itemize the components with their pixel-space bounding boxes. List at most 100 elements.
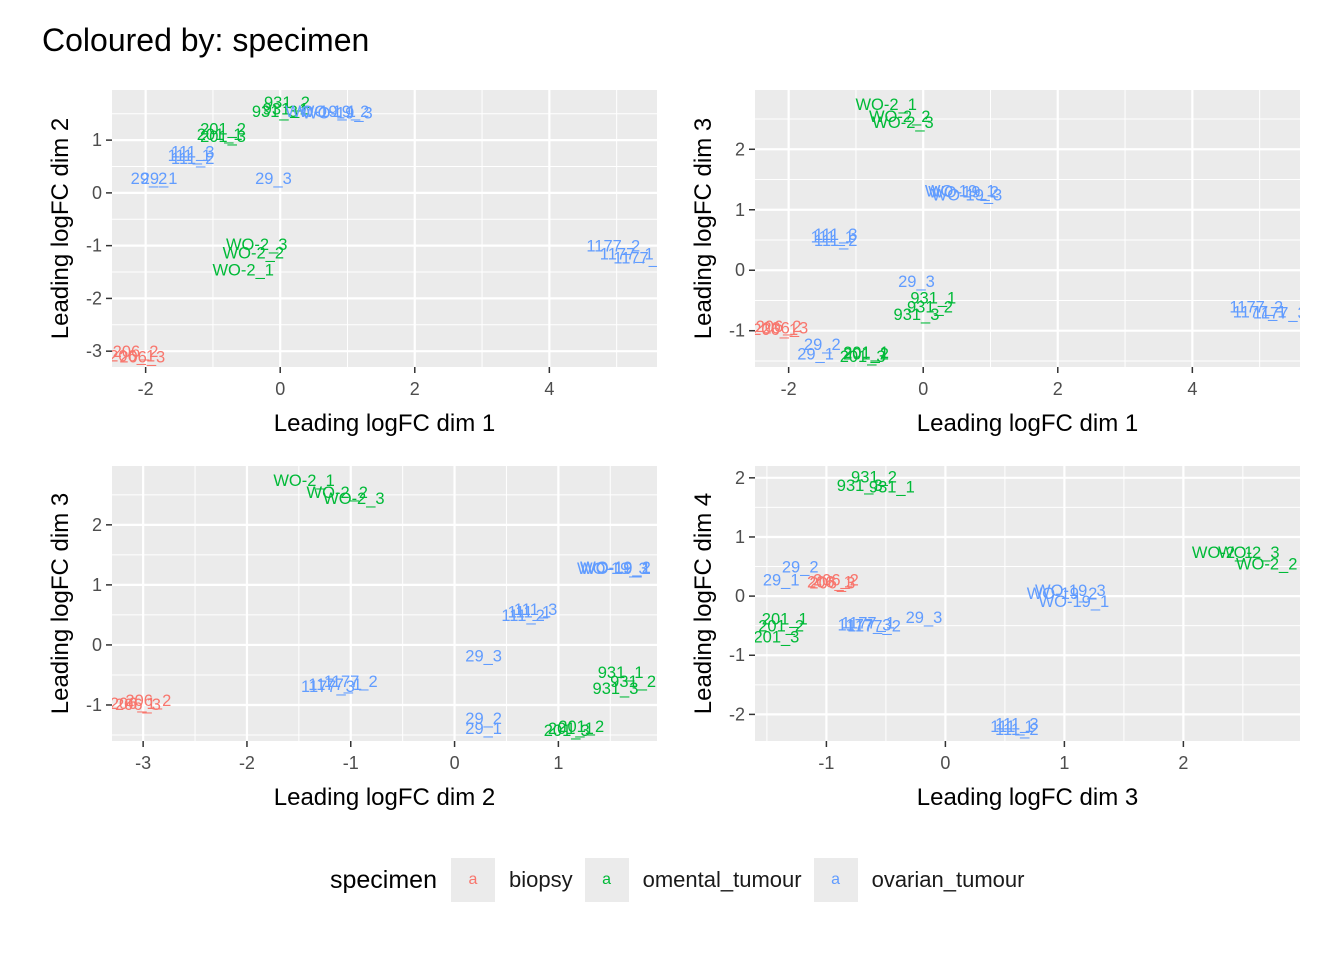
point-label-201_3: 201_3 (840, 348, 886, 366)
x-tick-label: 0 (450, 753, 460, 773)
point-label-1177_3: 1177_3 (838, 616, 892, 634)
panel-3: -3 -2 -1 0 1 -1 0 1 2 Leading logFC dim 2 Leading … (47, 466, 657, 811)
point-label-201_2: 201_2 (558, 718, 604, 736)
point-label-WO-19_3: WO-19_3 (577, 560, 648, 578)
point-label-206_3: 206_3 (119, 348, 165, 366)
point-label-206_3: 206_3 (809, 575, 855, 593)
x-tick-label: 0 (918, 379, 928, 399)
point-label-931_1: 931_1 (869, 479, 915, 497)
y-tick-label: -2 (86, 288, 102, 308)
point-label-29_1: 29_1 (141, 170, 178, 188)
point-label-1177_3: 1177_3 (613, 249, 667, 267)
point-label-931_2: 931_2 (907, 299, 953, 317)
x-tick-label: 4 (1187, 379, 1197, 399)
point-label-29_1: 29_1 (797, 346, 834, 364)
point-label-201_1: 201_1 (548, 720, 594, 738)
y-axis-title: Leading logFC dim 2 (47, 118, 74, 339)
point-label-WO-2_2: WO-2_2 (869, 108, 930, 126)
point-label-WO-19_3: WO-19_3 (932, 187, 1003, 205)
point-label-206_2: 206_2 (113, 343, 159, 361)
point-label-931_2: 931_2 (851, 469, 897, 487)
point-label-29_3: 29_3 (906, 609, 943, 627)
point-label-111_2: 111_2 (501, 607, 544, 625)
point-label-1177_1: 1177_1 (1233, 303, 1287, 321)
point-label-WO-2_1: WO-2_1 (1192, 544, 1253, 562)
point-label-29_2: 29_2 (465, 710, 502, 728)
point-label-931_3: 931_3 (593, 680, 639, 698)
x-tick-label: 0 (275, 379, 285, 399)
x-tick-label: 1 (1059, 753, 1069, 773)
legend-label-omental-tumour: omental_tumour (642, 867, 802, 892)
point-label-WO-19_1: WO-19_1 (285, 103, 356, 121)
x-tick-label: -1 (818, 753, 834, 773)
point-label-111_1: 111_1 (990, 718, 1033, 736)
point-label-WO-19_3: WO-19_3 (302, 105, 373, 123)
x-tick-label: 2 (1178, 753, 1188, 773)
point-label-206_3: 206_3 (115, 696, 161, 714)
point-label-WO-2_2: WO-2_2 (1236, 556, 1297, 574)
y-tick-label: 2 (92, 515, 102, 535)
x-tick-label: -1 (343, 753, 359, 773)
panel-background (755, 466, 1300, 741)
point-label-WO-2_1: WO-2_1 (855, 96, 916, 114)
point-label-931_2: 931_2 (610, 673, 656, 691)
point-label-29_2: 29_2 (804, 336, 841, 354)
y-tick-label: 0 (735, 260, 745, 280)
y-tick-label: -3 (86, 341, 102, 361)
y-tick-label: 1 (92, 130, 102, 150)
point-label-WO-2_2: WO-2_2 (307, 484, 368, 502)
point-label-201_3: 201_3 (200, 128, 246, 146)
point-label-111_2: 111_2 (814, 232, 857, 250)
point-label-WO-2_1: WO-2_1 (212, 261, 273, 279)
point-label-201_2: 201_2 (758, 618, 804, 636)
y-tick-label: 2 (735, 468, 745, 488)
point-label-201_2: 201_2 (200, 121, 246, 139)
panel-4: -1 0 1 2 -2 -1 0 1 2 Leading logFC dim 3 Leading l… (690, 466, 1300, 811)
point-label-111_2: 111_2 (995, 721, 1038, 739)
panel-2: -2 0 2 4 -1 0 1 2 Leading logFC dim 1 Leading log… (690, 90, 1307, 437)
point-label-WO-2_3: WO-2_3 (226, 236, 287, 254)
point-label-201_3: 201_3 (753, 628, 799, 646)
point-label-WO-19_3: WO-19_3 (1035, 582, 1106, 600)
point-label-WO-2_3: WO-2_3 (323, 490, 384, 508)
y-tick-label: 0 (735, 586, 745, 606)
point-label-WO-19_2: WO-19_2 (928, 184, 999, 202)
y-tick-label: 1 (92, 575, 102, 595)
x-tick-label: 1 (553, 753, 563, 773)
point-label-WO-2_3: WO-2_3 (872, 114, 933, 132)
x-tick-label: 2 (410, 379, 420, 399)
y-tick-label: -2 (729, 704, 745, 724)
point-label-1177_3: 1177_3 (1253, 305, 1307, 323)
point-label-111_3: 111_3 (514, 601, 557, 619)
legend-key-omental-tumour: a (584, 858, 629, 902)
point-label-111_3: 111_3 (814, 226, 857, 244)
point-label-1177_2: 1177_2 (847, 618, 901, 636)
point-label-WO-19_1: WO-19_1 (925, 182, 996, 200)
y-tick-label: 1 (735, 527, 745, 547)
point-label-1177_2: 1177_2 (1229, 299, 1283, 317)
legend-key-ovarian-tumour: a (813, 858, 858, 902)
point-label-201_1: 201_1 (843, 344, 889, 362)
y-tick-label: -1 (729, 321, 745, 341)
point-label-206_1: 206_1 (109, 347, 155, 365)
point-label-111_2: 111_2 (171, 150, 214, 168)
panel-background (112, 90, 657, 367)
y-tick-label: 2 (735, 139, 745, 159)
y-tick-label: -1 (86, 236, 102, 256)
y-axis-title: Leading logFC dim 4 (690, 493, 717, 714)
point-label-201_1: 201_1 (762, 611, 808, 629)
point-label-111_1: 111_1 (508, 603, 551, 621)
point-label-206_2: 206_2 (756, 318, 802, 336)
y-tick-label: 1 (735, 200, 745, 220)
point-label-29_3: 29_3 (898, 273, 935, 291)
point-label-111_3: 111_3 (995, 715, 1038, 733)
panel-1: -2 0 2 4 -3 -2 -1 0 1 Leading logFC dim 1 Leading … (47, 90, 667, 437)
point-label-111_1: 111_1 (811, 228, 854, 246)
y-axis-title: Leading logFC dim 3 (47, 493, 74, 714)
point-label-206_1: 206_1 (752, 321, 798, 339)
x-tick-label: -2 (239, 753, 255, 773)
point-label-29_3: 29_3 (255, 170, 292, 188)
legend-label-ovarian-tumour: ovarian_tumour (871, 867, 1025, 892)
